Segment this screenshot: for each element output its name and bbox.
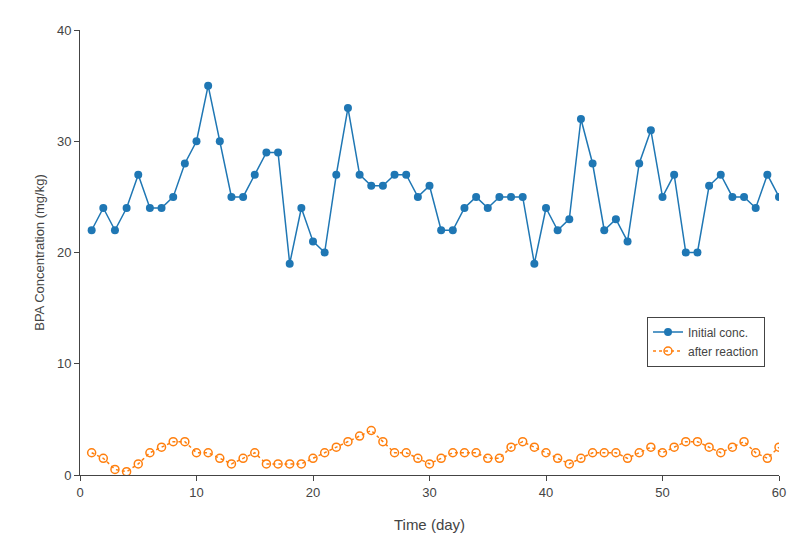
- svg-text:10: 10: [57, 356, 71, 371]
- svg-text:BPA Concentration (mg/kg): BPA Concentration (mg/kg): [32, 174, 47, 331]
- svg-text:40: 40: [539, 485, 553, 500]
- svg-text:50: 50: [655, 485, 669, 500]
- svg-text:20: 20: [57, 245, 71, 260]
- svg-text:30: 30: [422, 485, 436, 500]
- svg-text:0: 0: [64, 468, 71, 483]
- svg-text:Time (day): Time (day): [394, 516, 465, 533]
- svg-text:40: 40: [57, 23, 71, 38]
- svg-text:0: 0: [76, 485, 83, 500]
- svg-text:10: 10: [189, 485, 203, 500]
- svg-text:30: 30: [57, 134, 71, 149]
- svg-text:20: 20: [306, 485, 320, 500]
- svg-text:after reaction: after reaction: [688, 345, 758, 359]
- svg-text:60: 60: [772, 485, 786, 500]
- svg-text:Initial conc.: Initial conc.: [688, 326, 748, 340]
